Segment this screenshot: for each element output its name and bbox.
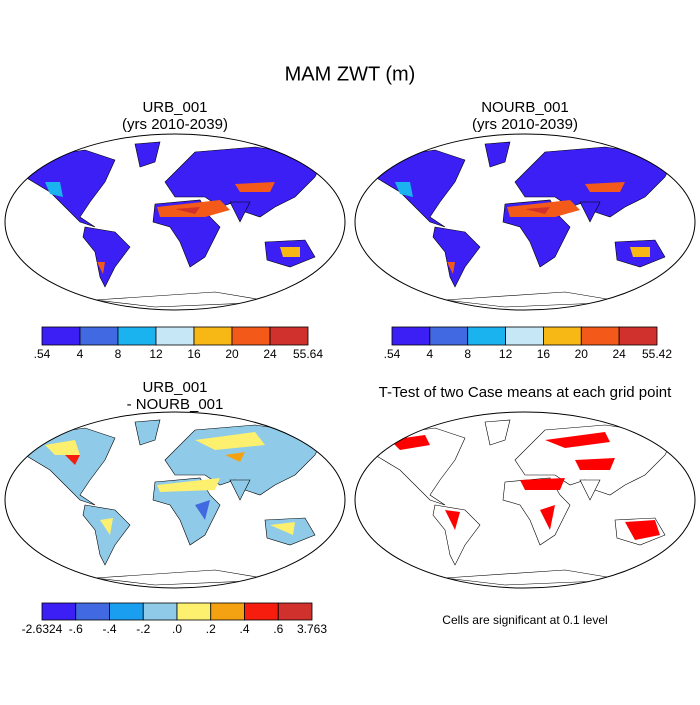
colorbar-box (75, 602, 110, 621)
colorbar-box (79, 326, 119, 346)
colorbar-box (543, 326, 582, 346)
map (4, 411, 346, 589)
colorbar-label: -.4 (102, 622, 116, 636)
colorbar-label: .0 (172, 622, 182, 636)
colorbar-box (618, 326, 658, 346)
figure-title: MAM ZWT (m) (285, 63, 416, 85)
colorbar-box (244, 602, 279, 621)
colorbar-label: .6 (273, 622, 283, 636)
map (354, 133, 696, 311)
colorbar-label: 16 (187, 347, 201, 361)
note: Cells are significant at 0.1 level (442, 613, 607, 627)
colorbar-box (193, 326, 233, 346)
colorbar-label: 16 (537, 347, 551, 361)
colorbar-box (231, 326, 271, 346)
colorbar-label: 20 (225, 347, 239, 361)
colorbar-box (269, 326, 309, 346)
panel-title: (yrs 2010-2039) (472, 116, 578, 133)
colorbar-box (210, 602, 245, 621)
colorbar-box (155, 326, 195, 346)
map (354, 411, 696, 589)
colorbar-label: 55.42 (642, 347, 672, 361)
colorbar-box (176, 602, 212, 621)
colorbar-label: 3.763 (297, 622, 327, 636)
colorbar-label: 4 (427, 347, 434, 361)
colorbar-box (277, 602, 313, 621)
panel-title: NOURB_001 (481, 99, 569, 116)
panel-title: URB_001 (142, 99, 207, 116)
colorbar-label: 24 (612, 347, 626, 361)
panel-title: T-Test of two Case means at each grid po… (379, 384, 672, 401)
colorbar-label: 24 (263, 347, 277, 361)
colorbar-box (142, 602, 178, 621)
panel-title: - NOURB_001 (127, 396, 224, 413)
colorbar-label: 8 (464, 347, 471, 361)
colorbar-label: 4 (77, 347, 84, 361)
colorbar-label: .54 (384, 347, 401, 361)
colorbar-label: .54 (34, 347, 51, 361)
colorbar-label: -2.6324 (22, 622, 63, 636)
colorbar-label: 12 (149, 347, 163, 361)
colorbar-box (467, 326, 506, 346)
colorbar-box (580, 326, 620, 346)
panel-title: (yrs 2010-2039) (122, 116, 228, 133)
colorbar-label: -.6 (69, 622, 83, 636)
colorbar-label: 8 (115, 347, 122, 361)
colorbar-box (505, 326, 544, 346)
colorbar-label: -.2 (136, 622, 150, 636)
colorbar-label: 12 (499, 347, 513, 361)
colorbar-box (429, 326, 469, 346)
colorbar-label: .2 (206, 622, 216, 636)
map (4, 133, 346, 311)
colorbar-box (391, 326, 431, 346)
colorbar-box (41, 326, 81, 346)
colorbar-label: .4 (239, 622, 249, 636)
colorbar-label: 20 (575, 347, 589, 361)
colorbars: .54 4 8 12 16 20 24 55.64 .54 4 8 12 16 20 24 55.42 -2.6… (22, 326, 672, 636)
colorbar-box (117, 326, 157, 346)
colorbar-label: 55.64 (293, 347, 323, 361)
colorbar-box (109, 602, 144, 621)
colorbar-box (41, 602, 77, 621)
panel-title: URB_001 (142, 379, 207, 396)
